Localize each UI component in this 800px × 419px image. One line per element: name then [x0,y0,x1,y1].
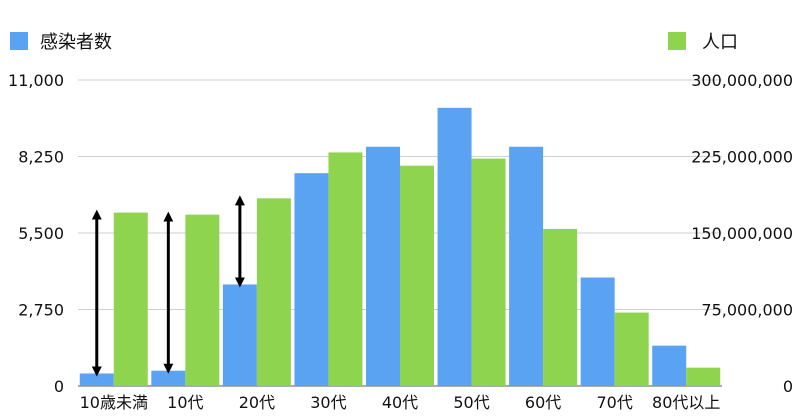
bar-infections [580,277,615,386]
legend-label-population: 人口 [702,32,738,53]
x-tick-label: 60代 [525,393,561,412]
x-tick-label: 20代 [239,393,275,412]
bar-population [256,198,291,386]
x-tick-label: 50代 [453,393,489,412]
bar-infections [437,107,472,387]
bar-population [543,228,578,386]
y-left-tick-label: 0 [54,377,64,396]
x-tick-label: 40代 [382,393,418,412]
bar-population [400,165,434,386]
legend-swatch-population [668,32,686,50]
bar-infections [294,173,329,386]
x-axis: 10歳未満 10代 20代 30代 40代 50代 60代 70代 80代以上 [80,393,721,412]
y-right-tick-label: 75,000,000 [701,301,793,320]
bar-population [113,212,148,386]
bar-population [471,158,506,386]
x-tick-label: 10歳未満 [80,393,148,412]
y-left-tick-label: 2,750 [18,301,64,320]
legend-swatch-infections [10,32,28,50]
y-left-tick-label: 11,000 [8,71,64,90]
bar-infections [509,146,544,386]
bar-infections [151,370,186,386]
bars [79,107,721,387]
y-left-tick-label: 8,250 [18,148,64,167]
legend-label-infections: 感染者数 [40,32,112,53]
left-axis: 0 2,750 5,500 8,250 11,000 [8,71,64,396]
x-tick-label: 70代 [596,393,632,412]
bar-infections [79,373,114,386]
right-axis: 0 75,000,000 150,000,000 225,000,000 300,000… [691,71,793,396]
y-right-tick-label: 0 [783,377,793,396]
y-right-tick-label: 150,000,000 [691,224,793,243]
bar-population [614,312,649,386]
bar-population [328,152,363,386]
bar-infections [222,284,257,386]
bar-infections [652,345,687,386]
x-tick-label: 30代 [310,393,346,412]
y-right-tick-label: 300,000,000 [691,71,793,90]
y-right-tick-label: 225,000,000 [691,148,793,167]
bar-population [185,214,220,386]
annotations [91,195,245,377]
bar-population [686,367,721,386]
x-tick-label: 80代以上 [652,393,720,412]
y-left-tick-label: 5,500 [18,224,64,243]
x-tick-label: 10代 [167,393,203,412]
bar-infections [366,146,400,386]
